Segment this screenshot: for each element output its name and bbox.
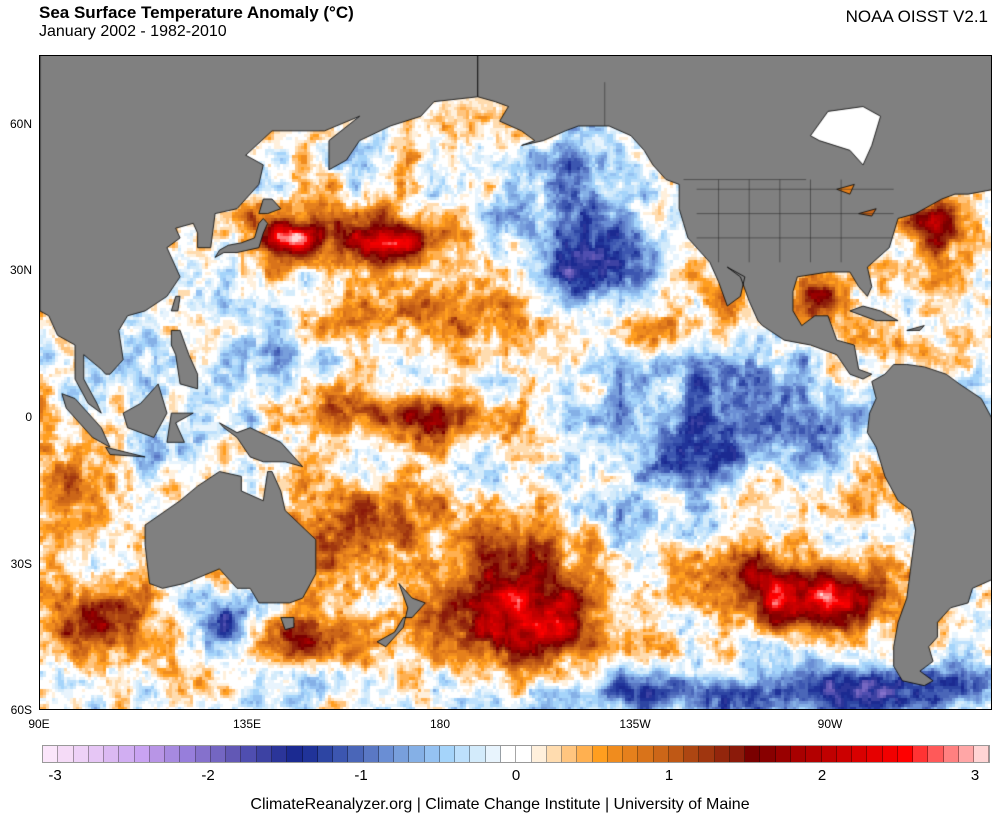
colorbar-cell bbox=[607, 746, 624, 762]
map-title: Sea Surface Temperature Anomaly (°C) bbox=[39, 3, 354, 22]
credits-footer: ClimateReanalyzer.org | Climate Change I… bbox=[250, 796, 750, 813]
colorbar-cell bbox=[378, 746, 395, 762]
colorbar-cell bbox=[470, 746, 486, 762]
sst-anomaly-map bbox=[39, 55, 992, 710]
lon-label-135e: 135E bbox=[232, 717, 262, 731]
lat-label-30n: 30N bbox=[9, 263, 32, 277]
colorbar-cell bbox=[43, 746, 59, 762]
lon-label-90w: 90W bbox=[817, 717, 843, 731]
colorbar-cell bbox=[623, 746, 639, 762]
colorbar-cell bbox=[699, 746, 715, 762]
colorbar-cell bbox=[714, 746, 730, 762]
lat-label-60s: 60S bbox=[10, 703, 32, 717]
colorbar-tick: 0 bbox=[511, 767, 521, 784]
colorbar-tick: 3 bbox=[970, 767, 980, 784]
colorbar-tick: -2 bbox=[201, 767, 215, 784]
colorbar-cell bbox=[119, 746, 135, 762]
colorbar-cell bbox=[852, 746, 868, 762]
colorbar-tick: -1 bbox=[354, 767, 368, 784]
colorbar-cell bbox=[806, 746, 822, 762]
colorbar-cell bbox=[302, 746, 318, 762]
colorbar-cell bbox=[88, 746, 105, 762]
colorbar-cell bbox=[210, 746, 227, 762]
colorbar-cell bbox=[439, 746, 456, 762]
colorbar-cell bbox=[638, 746, 654, 762]
colorbar-tick: 1 bbox=[664, 767, 674, 784]
colorbar-cell bbox=[165, 746, 181, 762]
colorbar-cell bbox=[882, 746, 898, 762]
colorbar-cell bbox=[562, 746, 578, 762]
colorbar-cell bbox=[791, 746, 807, 762]
colorbar-cell bbox=[516, 746, 532, 762]
dataset-label: NOAA OISST V2.1 bbox=[845, 7, 988, 26]
colorbar-cell bbox=[684, 746, 700, 762]
colorbar-cell bbox=[180, 746, 196, 762]
colorbar-cell bbox=[729, 746, 746, 762]
colorbar-cell bbox=[760, 746, 776, 762]
colorbar-cell bbox=[775, 746, 792, 762]
lat-label-0: 0 bbox=[25, 410, 32, 424]
colorbar-cell bbox=[73, 746, 89, 762]
colorbar-cell bbox=[195, 746, 211, 762]
colorbar-cell bbox=[485, 746, 501, 762]
lon-label-135w: 135W bbox=[619, 717, 651, 731]
colorbar-cell bbox=[58, 746, 74, 762]
lon-label-180: 180 bbox=[429, 717, 451, 731]
lon-label-90e: 90E bbox=[28, 717, 50, 731]
colorbar-cell bbox=[333, 746, 349, 762]
colorbar-cell bbox=[271, 746, 288, 762]
colorbar-cell bbox=[943, 746, 959, 762]
colorbar-tick: 2 bbox=[817, 767, 827, 784]
colorbar-cell bbox=[974, 746, 990, 762]
colorbar-cell bbox=[867, 746, 883, 762]
colorbar-cell bbox=[226, 746, 242, 762]
colorbar-cell bbox=[394, 746, 410, 762]
colorbar-cell bbox=[149, 746, 166, 762]
colorbar-cell bbox=[256, 746, 272, 762]
colorbar-cell bbox=[836, 746, 853, 762]
colorbar-cell bbox=[668, 746, 685, 762]
colorbar-cell bbox=[287, 746, 303, 762]
colorbar-cell bbox=[913, 746, 929, 762]
colorbar-cell bbox=[897, 746, 914, 762]
colorbar-cell bbox=[424, 746, 440, 762]
colorbar-cell bbox=[928, 746, 944, 762]
colorbar-cell bbox=[241, 746, 257, 762]
colorbar-cell bbox=[546, 746, 563, 762]
colorbar-cell bbox=[455, 746, 471, 762]
colorbar bbox=[42, 745, 990, 763]
colorbar-cell bbox=[653, 746, 669, 762]
sst-anomaly-field bbox=[40, 56, 991, 709]
colorbar-cell bbox=[531, 746, 547, 762]
colorbar-cell bbox=[409, 746, 425, 762]
colorbar-tick: -3 bbox=[48, 767, 62, 784]
colorbar-cell bbox=[317, 746, 334, 762]
colorbar-cell bbox=[348, 746, 364, 762]
colorbar-cell bbox=[104, 746, 120, 762]
map-subtitle: January 2002 - 1982-2010 bbox=[39, 23, 227, 40]
lat-label-60n: 60N bbox=[9, 117, 32, 131]
colorbar-cell bbox=[134, 746, 150, 762]
colorbar-cell bbox=[958, 746, 975, 762]
colorbar-cell bbox=[821, 746, 837, 762]
lat-label-30s: 30S bbox=[10, 557, 32, 571]
colorbar-cell bbox=[363, 746, 379, 762]
colorbar-cell bbox=[577, 746, 593, 762]
colorbar-cell bbox=[745, 746, 761, 762]
colorbar-cell bbox=[500, 746, 517, 762]
colorbar-cell bbox=[592, 746, 608, 762]
